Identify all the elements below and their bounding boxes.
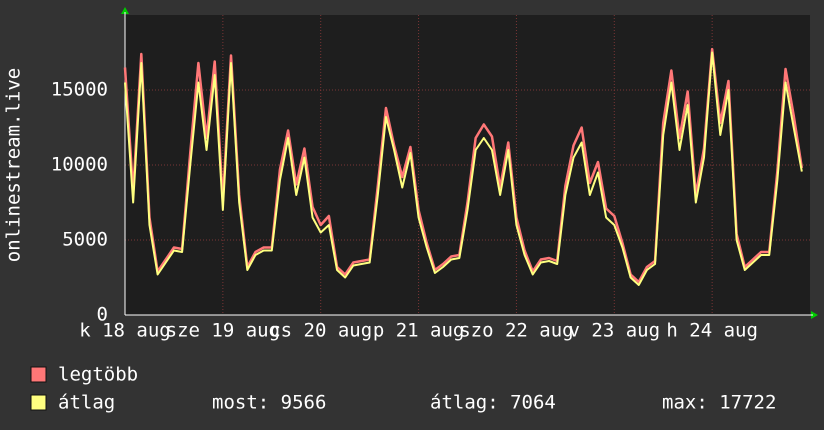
axis-arrow [811,311,818,319]
x-tick-label: sze 19 aug [166,320,280,342]
x-tick-label: k 18 aug [79,320,171,342]
x-tick-label: szo 22 aug [459,320,573,342]
legend-swatch [30,366,47,383]
legend-label: legtöbb [58,364,138,386]
x-tick-label: h 24 aug [666,320,758,342]
legend-label: átlag [58,392,115,414]
x-tick-label: p 21 aug [373,320,465,342]
y-tick-label: 5000 [62,229,108,251]
stat-label: átlag: 7064 [430,392,556,414]
x-tick-label: v 23 aug [569,320,661,342]
y-axis-label: onlinestream.live [3,68,25,262]
x-tick-label: cs 20 aug [269,320,372,342]
y-tick-label: 15000 [51,79,108,101]
axis-arrow [121,7,129,14]
stat-label: most: 9566 [212,392,326,414]
legend-swatch [30,394,47,411]
y-tick-label: 10000 [51,154,108,176]
series-line [124,51,803,286]
stat-label: max: 17722 [662,392,776,414]
y-tick-label: 0 [97,304,108,326]
